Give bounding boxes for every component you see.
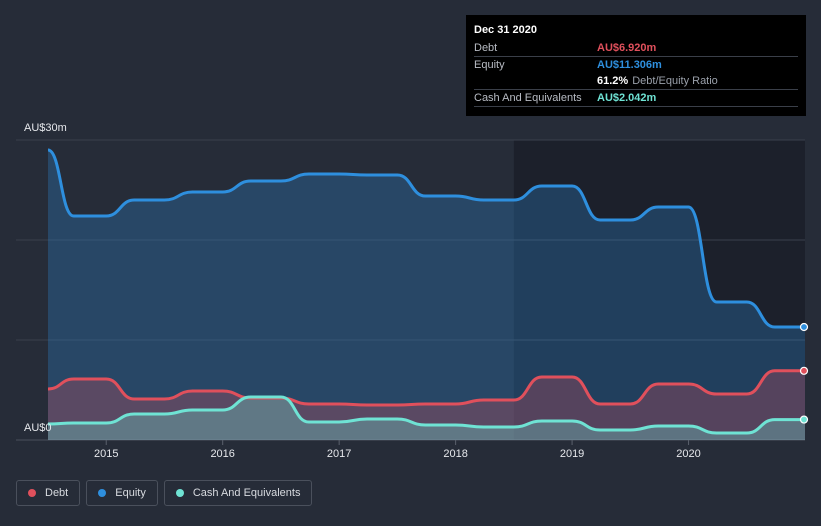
legend-dot-cash-icon	[176, 489, 184, 497]
legend-label-cash: Cash And Equivalents	[193, 487, 301, 499]
x-tick-label: 2019	[560, 448, 584, 460]
legend-dot-debt-icon	[28, 489, 36, 497]
legend-label-equity: Equity	[115, 487, 146, 499]
legend-dot-equity-icon	[98, 489, 106, 497]
x-axis-ticks: 2015 2016 2017 2018 2019 2020	[94, 440, 701, 460]
tooltip-ratio-label: Debt/Equity Ratio	[632, 75, 718, 87]
x-tick-label: 2018	[443, 448, 467, 460]
chart-legend: Debt Equity Cash And Equivalents	[16, 480, 312, 506]
tooltip-ratio-value: 61.2%	[597, 75, 628, 87]
tooltip-debt-row: Debt AU$6.920m	[474, 40, 798, 57]
tooltip-cash-value: AU$2.042m	[597, 92, 656, 104]
legend-item-cash[interactable]: Cash And Equivalents	[164, 480, 313, 506]
debt-endpoint-marker	[801, 367, 808, 374]
x-tick-label: 2015	[94, 448, 118, 460]
x-tick-label: 2017	[327, 448, 351, 460]
cash-endpoint-marker	[801, 416, 808, 423]
tooltip-equity-value: AU$11.306m	[597, 59, 662, 71]
tooltip-debt-label: Debt	[474, 42, 597, 54]
tooltip-debt-value: AU$6.920m	[597, 42, 656, 54]
x-tick-label: 2016	[210, 448, 234, 460]
tooltip-cash-row: Cash And Equivalents AU$2.042m	[474, 90, 798, 107]
y-axis-label-top: AU$30m	[24, 122, 67, 134]
tooltip-cash-label: Cash And Equivalents	[474, 92, 597, 104]
tooltip: Dec 31 2020 Debt AU$6.920m Equity AU$11.…	[466, 15, 806, 116]
tooltip-ratio-row: 61.2% Debt/Equity Ratio	[474, 73, 798, 90]
tooltip-equity-row: Equity AU$11.306m	[474, 57, 798, 73]
tooltip-date: Dec 31 2020	[474, 24, 798, 36]
legend-item-equity[interactable]: Equity	[86, 480, 158, 506]
tooltip-equity-label: Equity	[474, 59, 597, 71]
x-tick-label: 2020	[676, 448, 700, 460]
legend-label-debt: Debt	[45, 487, 68, 499]
equity-endpoint-marker	[801, 324, 808, 331]
legend-item-debt[interactable]: Debt	[16, 480, 80, 506]
y-axis-label-bottom: AU$0	[24, 422, 52, 434]
